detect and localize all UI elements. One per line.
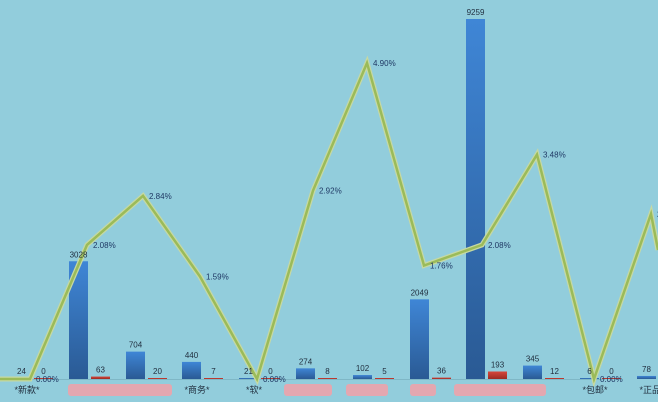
bar-series-b-6: [375, 378, 394, 379]
category-label: *新款*: [14, 384, 40, 395]
line-value-label: 4.90%: [373, 59, 396, 68]
bar-b-value-label: 5: [382, 367, 387, 376]
line-value-label: 3.48%: [543, 151, 566, 160]
redacted-category-label: [454, 384, 546, 396]
line-value-label: 1.76%: [430, 261, 453, 270]
bar-a-value-label: 3028: [70, 250, 88, 259]
bar-a-value-label: 102: [356, 364, 370, 373]
bar-a-value-label: 440: [185, 351, 199, 360]
line-value-label: 2.08%: [93, 241, 116, 250]
bar-series-a-10: [580, 378, 599, 379]
line-value-label: 2.08%: [488, 241, 511, 250]
bar-series-b-3: [204, 378, 223, 379]
bar-series-b-1: [91, 376, 110, 379]
redacted-category-label: [284, 384, 332, 396]
bar-b-value-label: 20: [153, 367, 162, 376]
line-value-label: 0.00%: [36, 375, 59, 384]
bars-layer: [0, 19, 656, 380]
bar-series-b-2: [148, 378, 167, 379]
bar-series-a-7: [410, 299, 429, 379]
bar-a-value-label: 2049: [411, 288, 429, 297]
bar-series-a-5: [296, 368, 315, 379]
bar-b-value-label: 0: [268, 367, 273, 376]
bar-b-value-label: 8: [325, 367, 330, 376]
labels-layer: 24 0 3028 63 704 20 440 7 21 0 274 8 102 5 2049 36 9259 1…: [17, 8, 651, 376]
line-value-label: 0.00%: [600, 375, 623, 384]
line-layer: 0.00% 2.08% 2.84% 1.59% 0.00% 2.92% 4.90% 1.76%…: [0, 55, 658, 388]
bar-b-value-label: 36: [437, 367, 446, 376]
bar-series-b-4: [261, 378, 280, 379]
redacted-category-label: [410, 384, 436, 396]
bar-series-a-3: [182, 361, 201, 379]
redacted-category-label: [346, 384, 388, 396]
bar-a-value-label: 704: [129, 341, 143, 350]
bar-a-value-label: 24: [17, 367, 26, 376]
category-label: *商务*: [184, 384, 210, 395]
bar-a-value-label: 274: [299, 357, 313, 366]
bar-series-b-10: [602, 378, 621, 379]
line-value-label: 2.84%: [149, 192, 172, 201]
category-label: *软*: [246, 384, 263, 395]
bar-b-value-label: 0: [609, 367, 614, 376]
bar-series-b-7: [432, 377, 451, 379]
bar-series-a-8: [466, 19, 485, 379]
line-series-rate: [0, 59, 658, 384]
bar-series-a-2: [126, 351, 145, 379]
bar-series-b-5: [318, 378, 337, 379]
bar-b-value-label: 7: [211, 367, 216, 376]
line-value-label: 2.92%: [319, 187, 342, 196]
bar-b-value-label: 12: [550, 367, 559, 376]
bar-b-value-label: 193: [491, 360, 505, 369]
line-value-label: 0.00%: [263, 375, 286, 384]
bar-series-b-9: [545, 378, 564, 379]
bar-series-a-6: [353, 375, 372, 379]
line-series-glow: [0, 55, 658, 388]
line-value-label: 1.59%: [206, 272, 229, 281]
bar-a-value-label: 345: [526, 355, 540, 364]
category-label: *正品*: [639, 385, 658, 395]
bar-b-value-label: 0: [41, 367, 46, 376]
bar-series-a-1: [69, 261, 88, 379]
category-labels-layer: *新款* *商务* *软* *包邮* *正品*: [14, 384, 658, 396]
bar-series-b-8: [488, 371, 507, 379]
bar-b-value-label: 63: [96, 366, 105, 375]
bar-a-value-label: 21: [244, 367, 253, 376]
bar-series-a-9: [523, 365, 542, 379]
bar-a-value-label: 6: [587, 367, 592, 376]
bar-series-b-0: [34, 378, 53, 379]
redacted-category-label: [68, 384, 172, 396]
bar-series-a-4: [239, 378, 258, 379]
category-label: *包邮*: [582, 384, 608, 395]
bar-series-a-11: [637, 375, 656, 379]
bar-a-value-label: 78: [642, 365, 651, 374]
bar-a-value-label: 9259: [467, 8, 485, 17]
